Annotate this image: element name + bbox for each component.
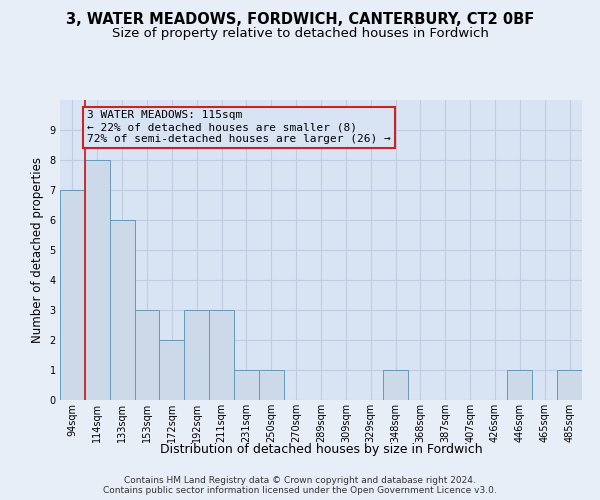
Y-axis label: Number of detached properties: Number of detached properties [31,157,44,343]
Bar [383,370,408,400]
Bar [259,370,284,400]
Bar [508,370,532,400]
Bar [160,340,184,400]
Text: Contains HM Land Registry data © Crown copyright and database right 2024.
Contai: Contains HM Land Registry data © Crown c… [103,476,497,495]
Bar [85,160,110,400]
Text: 3 WATER MEADOWS: 115sqm
← 22% of detached houses are smaller (8)
72% of semi-det: 3 WATER MEADOWS: 115sqm ← 22% of detache… [88,110,391,144]
Bar [110,220,134,400]
Bar [184,310,209,400]
Text: 3, WATER MEADOWS, FORDWICH, CANTERBURY, CT2 0BF: 3, WATER MEADOWS, FORDWICH, CANTERBURY, … [66,12,534,28]
Bar [234,370,259,400]
Bar [209,310,234,400]
Text: Size of property relative to detached houses in Fordwich: Size of property relative to detached ho… [112,28,488,40]
Bar [134,310,160,400]
Bar [557,370,582,400]
Bar [60,190,85,400]
Text: Distribution of detached houses by size in Fordwich: Distribution of detached houses by size … [160,442,482,456]
